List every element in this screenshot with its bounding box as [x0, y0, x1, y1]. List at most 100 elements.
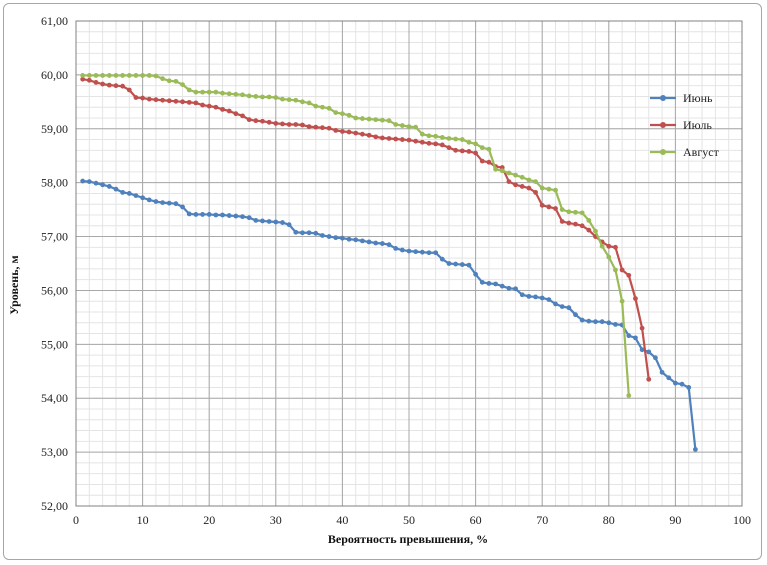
- data-point: [413, 249, 419, 255]
- data-point: [679, 381, 685, 387]
- data-point: [106, 73, 112, 78]
- data-point: [566, 305, 572, 311]
- data-point: [466, 149, 472, 154]
- data-point: [213, 212, 219, 218]
- data-point: [113, 83, 119, 89]
- data-point: [206, 89, 212, 95]
- data-point: [193, 100, 199, 106]
- data-point: [86, 73, 92, 78]
- x-tick-label: 50: [403, 513, 415, 527]
- data-point: [266, 94, 272, 100]
- data-point: [300, 122, 305, 128]
- data-point: [220, 90, 225, 96]
- data-point: [220, 212, 225, 218]
- data-point: [80, 73, 86, 78]
- data-point: [340, 129, 345, 134]
- data-point: [393, 122, 399, 127]
- data-point: [493, 166, 498, 172]
- data-point: [459, 137, 465, 142]
- data-point: [359, 131, 365, 137]
- y-tick-label: 52,00: [41, 499, 68, 513]
- data-point: [106, 184, 112, 189]
- y-tick-label: 59,00: [41, 122, 68, 136]
- data-point: [559, 207, 565, 213]
- data-point: [406, 124, 412, 130]
- data-point: [593, 319, 598, 325]
- data-point: [633, 296, 638, 301]
- data-point: [246, 215, 252, 221]
- data-point: [539, 202, 545, 208]
- data-point: [120, 189, 126, 195]
- data-point: [506, 170, 512, 176]
- data-point: [446, 136, 452, 141]
- data-point: [146, 73, 152, 78]
- data-point: [606, 254, 612, 260]
- data-point: [140, 95, 146, 101]
- data-point: [293, 229, 299, 235]
- data-point: [692, 447, 698, 452]
- x-tick-label: 30: [270, 513, 282, 527]
- data-point: [80, 178, 86, 184]
- data-point: [200, 212, 205, 217]
- x-tick-label: 80: [603, 513, 615, 527]
- data-point: [466, 262, 472, 268]
- data-point: [353, 237, 359, 243]
- data-point: [93, 180, 99, 186]
- data-point: [673, 380, 678, 386]
- legend-marker: [660, 95, 666, 101]
- data-point: [306, 230, 312, 236]
- y-tick-label: 56,00: [41, 283, 68, 297]
- data-point: [419, 249, 425, 255]
- data-point: [306, 100, 312, 106]
- data-point: [406, 248, 412, 254]
- data-point: [346, 129, 352, 135]
- data-point: [519, 184, 525, 189]
- data-point: [419, 131, 425, 137]
- data-point: [553, 187, 558, 193]
- data-point: [546, 186, 552, 192]
- series-1: [80, 178, 698, 452]
- series-line: [82, 78, 650, 380]
- data-point: [633, 335, 638, 341]
- data-point: [606, 320, 612, 326]
- data-point: [399, 123, 405, 128]
- data-point: [639, 325, 645, 331]
- data-point: [606, 243, 612, 249]
- y-tick-label: 54,00: [41, 391, 68, 405]
- data-point: [300, 230, 305, 236]
- data-point: [386, 136, 392, 141]
- data-point: [553, 301, 558, 307]
- data-point: [619, 298, 625, 304]
- data-point: [160, 200, 165, 206]
- data-point: [253, 118, 259, 124]
- series-3: [80, 73, 632, 398]
- data-point: [260, 218, 265, 224]
- data-point: [533, 294, 538, 300]
- data-point: [260, 118, 265, 124]
- data-point: [246, 93, 252, 99]
- data-point: [346, 236, 352, 242]
- data-point: [373, 240, 379, 246]
- data-point: [686, 385, 692, 390]
- data-point: [406, 137, 412, 143]
- data-point: [200, 102, 205, 108]
- data-point: [273, 95, 279, 100]
- x-tick-label: 90: [669, 513, 681, 527]
- data-point: [586, 227, 592, 233]
- data-point: [459, 148, 465, 154]
- data-point: [206, 103, 212, 109]
- legend-label: Июль: [683, 118, 712, 132]
- data-point: [240, 113, 245, 119]
- data-point: [366, 132, 372, 138]
- legend-label: Август: [683, 145, 720, 159]
- data-point: [280, 96, 285, 102]
- data-point: [153, 73, 159, 79]
- x-tick-label: 10: [137, 513, 149, 527]
- data-point: [213, 89, 219, 95]
- data-point: [539, 295, 545, 301]
- y-axis-title: Уровень, м: [7, 255, 21, 314]
- data-point: [666, 375, 672, 381]
- data-point: [166, 200, 172, 206]
- data-point: [426, 133, 432, 139]
- data-point: [186, 211, 192, 217]
